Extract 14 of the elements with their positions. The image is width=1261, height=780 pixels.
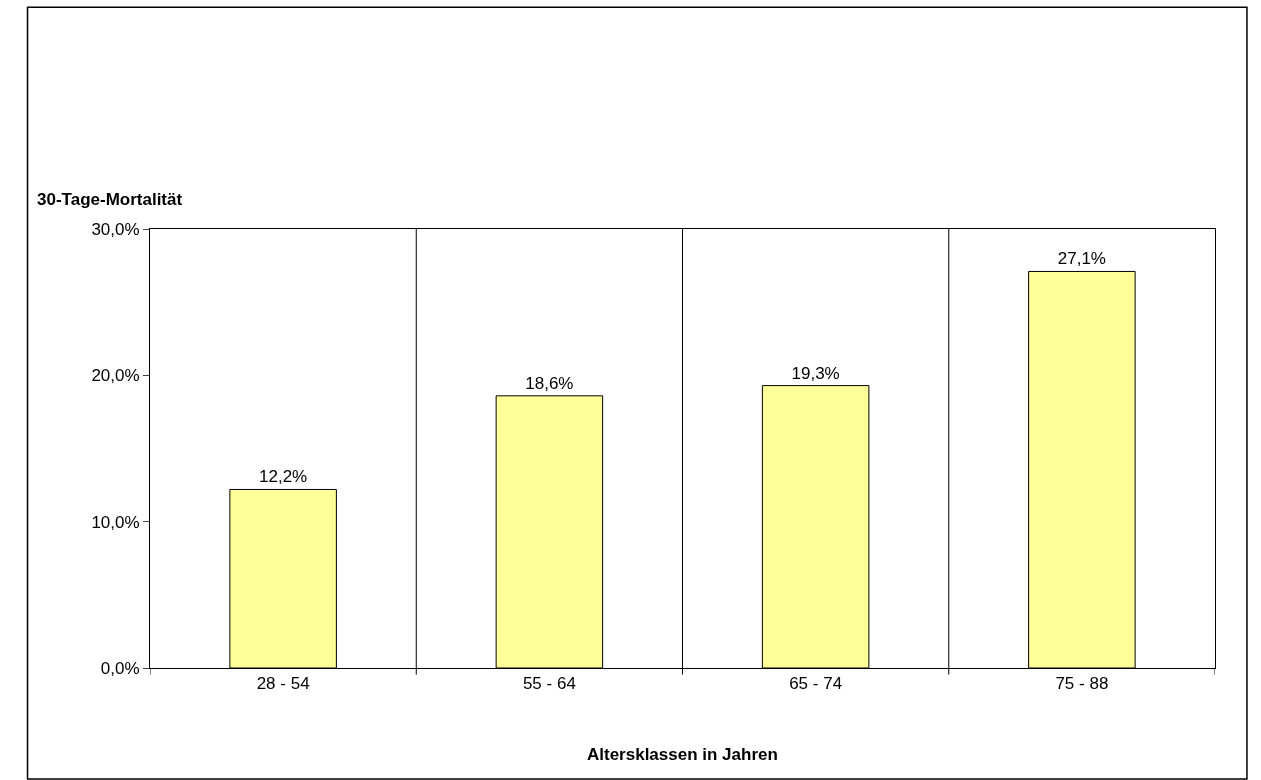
x-tick-label: 75 - 88 [1055,674,1109,694]
data-label: 18,6% [525,373,574,393]
data-label: 12,2% [259,467,308,487]
y-tick-label: 30,0% [91,219,140,239]
data-label: 27,1% [1057,249,1106,269]
y-axis-title: 30-Tage-Mortalität [37,190,183,209]
y-tick-label: 0,0% [100,658,140,678]
y-tick-label: 20,0% [91,366,140,386]
data-label: 19,3% [791,363,840,383]
x-tick-label: 28 - 54 [256,674,310,694]
y-tick-label: 10,0% [91,512,140,532]
x-axis-title: Altersklassen in Jahren [587,745,778,764]
x-tick-label: 65 - 74 [789,674,843,694]
x-tick-label: 55 - 64 [522,674,576,694]
